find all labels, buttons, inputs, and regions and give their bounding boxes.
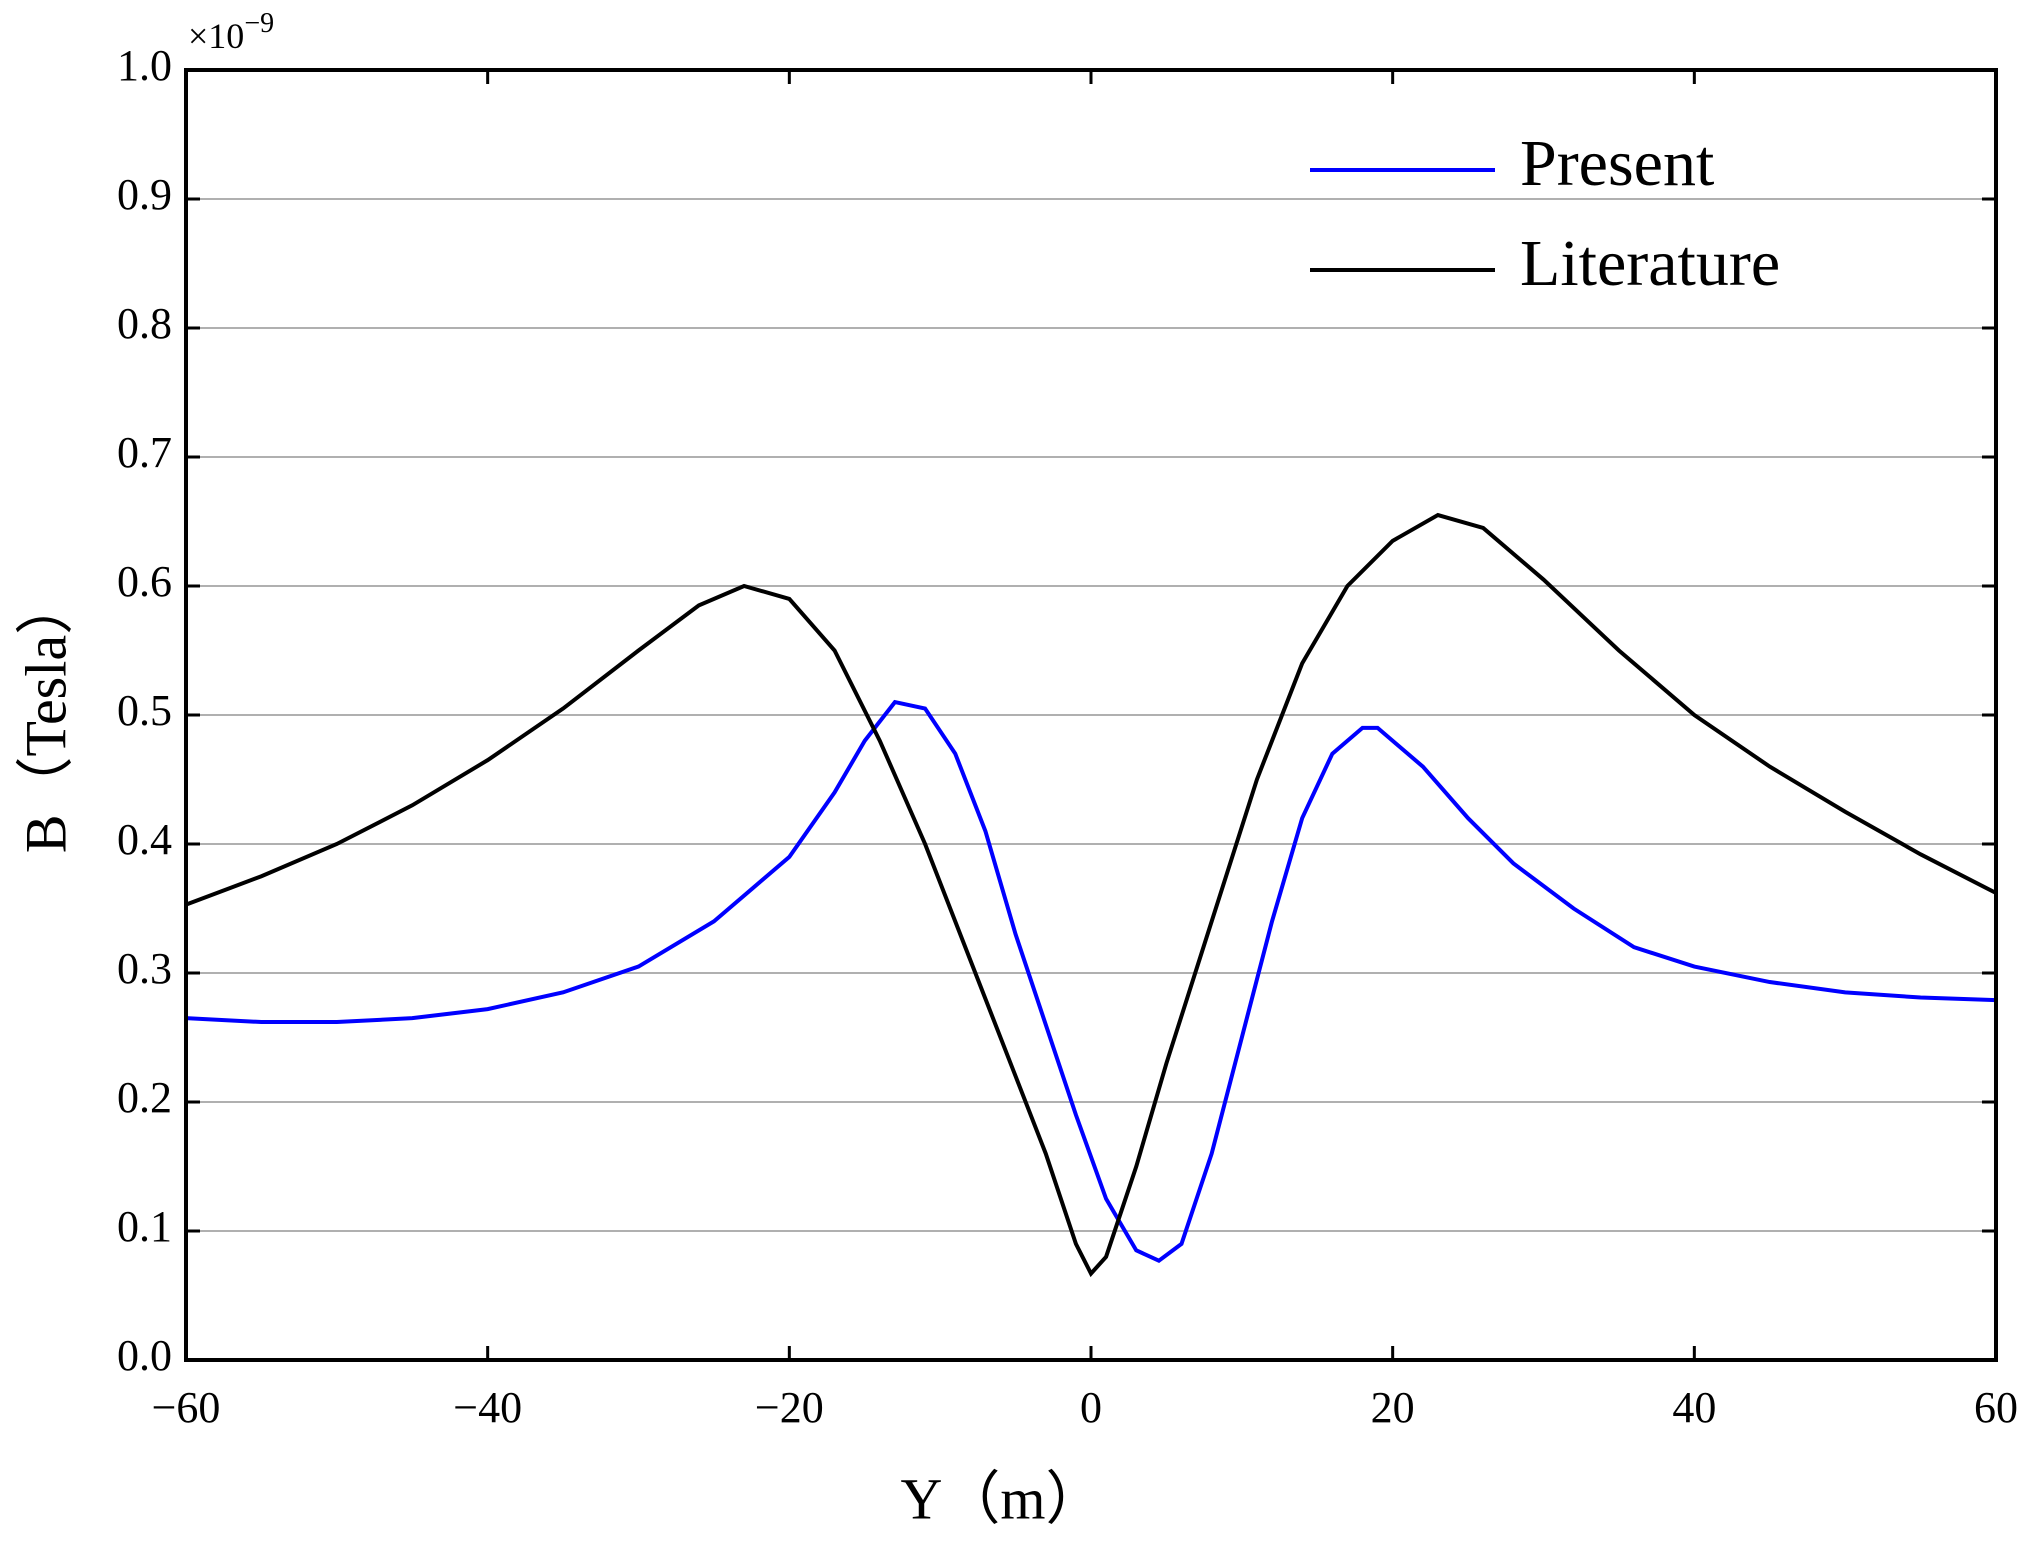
y-multiplier: ×10−9 [188, 8, 274, 56]
plot-frame [184, 68, 1998, 1362]
x-tick-label: 20 [1371, 1383, 1415, 1432]
multiplier-base: ×10 [188, 16, 244, 56]
y-tick-label: 1.0 [117, 41, 172, 90]
y-tick-label: 0.0 [117, 1331, 172, 1380]
y-tick-label: 0.6 [117, 557, 172, 606]
y-tick-label: 0.7 [117, 428, 172, 477]
series-line [185, 512, 1997, 1278]
x-tick-label: −20 [755, 1383, 824, 1432]
y-tick-label: 0.9 [117, 170, 172, 219]
y-tick-label: 0.2 [117, 1073, 172, 1122]
x-tick-label: 40 [1672, 1383, 1716, 1432]
legend-label: Present [1520, 127, 1714, 200]
y-tick-label: 0.3 [117, 944, 172, 993]
multiplier-exponent: −9 [244, 8, 274, 39]
y-axis-label: B（Tesla） [13, 577, 78, 853]
y-tick-label: 0.5 [117, 686, 172, 735]
x-tick-label: 0 [1080, 1383, 1102, 1432]
y-tick-label: 0.4 [117, 815, 172, 864]
x-tick-label: −40 [453, 1383, 522, 1432]
y-tick-label: 0.1 [117, 1202, 172, 1251]
x-axis-label: Y（m） [900, 1466, 1103, 1531]
x-tick-label: −60 [152, 1383, 221, 1432]
series-line [185, 699, 1997, 1263]
legend-label: Literature [1520, 227, 1780, 300]
x-tick-label: 60 [1974, 1383, 2018, 1432]
y-tick-label: 0.8 [117, 299, 172, 348]
